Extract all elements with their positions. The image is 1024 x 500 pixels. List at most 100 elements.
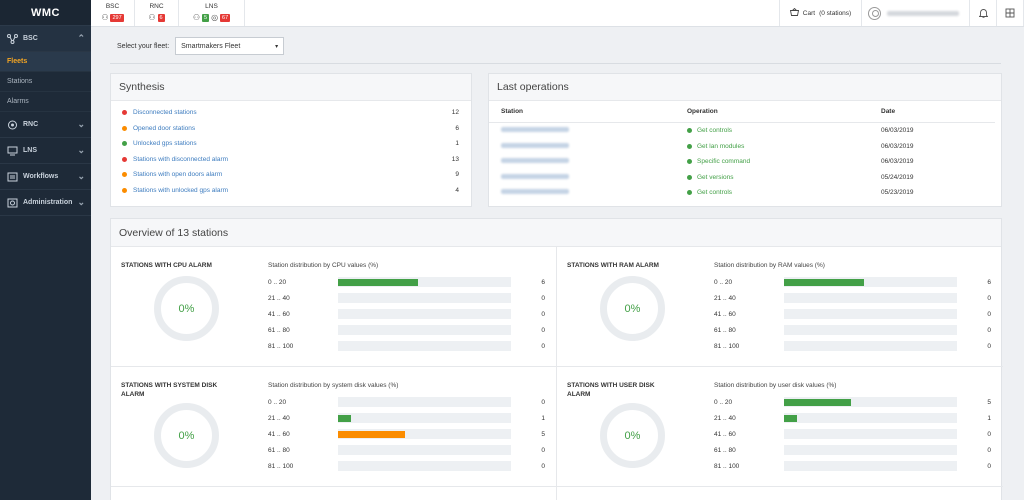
range-label: 21 .. 40 (714, 294, 736, 302)
synthesis-row[interactable]: Stations with disconnected alarm 13 (111, 152, 471, 168)
distribution-row: 21 .. 40 1 (714, 412, 991, 424)
station-cell-redacted[interactable] (501, 158, 687, 165)
operation-cell: Get controls (687, 189, 881, 196)
range-label: 21 .. 40 (268, 294, 290, 302)
cart-button[interactable]: Cart (0 stations) (779, 0, 862, 26)
status-dot (687, 190, 692, 196)
range-count: 0 (541, 446, 545, 454)
network-icon: ⚇ (192, 13, 200, 22)
network-icon: ⚇ (148, 13, 156, 22)
station-cell-redacted[interactable] (501, 127, 687, 134)
basket-icon (789, 7, 799, 18)
synthesis-count: 12 (451, 109, 459, 117)
overview-title: Overview of 13 stations (111, 219, 1001, 247)
range-count: 0 (987, 430, 991, 438)
bar-track (338, 277, 511, 287)
ok-count-badge: 5 (202, 13, 210, 22)
table-row[interactable]: Get lan modules 06/03/2019 (489, 139, 1001, 155)
chevron-down-icon: ⌄ (77, 145, 85, 155)
bell-icon[interactable] (970, 0, 997, 26)
user-menu[interactable] (862, 0, 970, 26)
operations-title: Last operations (489, 74, 1001, 101)
percent-value: 0% (178, 302, 195, 315)
range-count: 0 (987, 446, 991, 454)
range-count: 0 (987, 310, 991, 318)
range-count: 0 (541, 398, 545, 406)
range-label: 81 .. 100 (714, 342, 740, 350)
range-label: 0 .. 20 (714, 398, 733, 406)
network-status-bsc[interactable]: BSC ⚇ 297 (91, 0, 135, 26)
operation-name: Get lan modules (697, 142, 745, 150)
sidebar-item-stations[interactable]: Stations (0, 72, 91, 92)
sidebar-group-workflows[interactable]: Workflows ⌄ (0, 164, 91, 190)
bar-track (784, 397, 957, 407)
sidebar-group-lns[interactable]: LNS ⌄ (0, 138, 91, 164)
status-dot (122, 172, 127, 178)
overview-panel: STATIONS WITH USER DISK ALARM 0% Station… (557, 367, 1003, 487)
distribution-row: 81 .. 100 0 (268, 340, 545, 352)
synthesis-link[interactable]: Stations with open doors alarm (133, 171, 223, 179)
network-status-lns[interactable]: LNS ⚇ 5 ◎ 67 (179, 0, 245, 26)
sidebar-item-alarms[interactable]: Alarms (0, 92, 91, 112)
synthesis-row[interactable]: Stations with open doors alarm 9 (111, 167, 471, 183)
sidebar-group-rnc[interactable]: RNC ⌄ (0, 112, 91, 138)
percent-ring: 0% (154, 276, 219, 341)
sidebar-item-fleets[interactable]: Fleets (0, 52, 91, 72)
bar-fill (784, 399, 851, 406)
last-operations-card: Last operations Station Operation Date G… (488, 73, 1002, 207)
distribution-title: Station distribution by user disk values… (714, 382, 837, 389)
bar-track (784, 461, 957, 471)
synthesis-count: 1 (455, 140, 459, 148)
table-row[interactable]: Specific command 06/03/2019 (489, 154, 1001, 170)
table-row[interactable]: Get controls 06/03/2019 (489, 123, 1001, 139)
network-status-rnc[interactable]: RNC ⚇ 6 (135, 0, 179, 26)
column-header-operation: Operation (687, 108, 718, 115)
distribution-row: 61 .. 80 0 (714, 444, 991, 456)
synthesis-row[interactable]: Opened door stations 6 (111, 121, 471, 137)
overview-panel: STATIONS WITH CPU ALARM 0% Station distr… (111, 247, 557, 367)
range-label: 61 .. 80 (714, 326, 736, 334)
table-row[interactable]: Get controls 05/23/2019 (489, 185, 1001, 201)
range-label: 21 .. 40 (714, 414, 736, 422)
distribution-row: 41 .. 60 5 (268, 428, 545, 440)
station-cell-redacted[interactable] (501, 189, 687, 196)
operations-table-header: Station Operation Date (489, 101, 995, 123)
sidebar-group-bsc[interactable]: BSC ⌃ (0, 26, 91, 52)
app-grid-icon[interactable] (997, 0, 1024, 26)
synthesis-link[interactable]: Stations with unlocked gps alarm (133, 186, 229, 194)
alarm-count-badge: 67 (220, 13, 231, 22)
distribution-row: 61 .. 80 0 (268, 444, 545, 456)
status-dot (122, 141, 127, 147)
app-logo[interactable]: WMC (0, 0, 91, 26)
status-dot (687, 143, 692, 149)
distribution-row: 81 .. 100 0 (714, 460, 991, 472)
synthesis-row[interactable]: Stations with unlocked gps alarm 4 (111, 183, 471, 199)
divider (111, 486, 1003, 487)
synthesis-link[interactable]: Unlocked gps stations (133, 140, 197, 148)
range-count: 0 (541, 342, 545, 350)
range-count: 0 (541, 462, 545, 470)
synthesis-link[interactable]: Stations with disconnected alarm (133, 155, 229, 163)
range-count: 0 (987, 294, 991, 302)
range-label: 21 .. 40 (268, 414, 290, 422)
operation-name: Get controls (697, 189, 733, 197)
synthesis-link[interactable]: Disconnected stations (133, 109, 197, 117)
workflow-icon (7, 172, 18, 182)
fleet-select[interactable]: Smartmakers Fleet ▾ (175, 37, 285, 55)
distribution-row: 0 .. 20 6 (714, 276, 991, 288)
bar-track (784, 413, 957, 423)
station-cell-redacted[interactable] (501, 142, 687, 150)
bar-track (784, 445, 957, 455)
overview-panel: STATIONS WITH RAM ALARM 0% Station distr… (557, 247, 1003, 367)
synthesis-link[interactable]: Opened door stations (133, 124, 196, 132)
sidebar-group-administration[interactable]: Administration ⌄ (0, 190, 91, 216)
synthesis-row[interactable]: Unlocked gps stations 1 (111, 136, 471, 152)
range-count: 6 (541, 278, 545, 286)
overview-panel: STATIONS WITH SYSTEM DISK ALARM 0% Stati… (111, 367, 557, 487)
range-label: 81 .. 100 (268, 342, 294, 350)
table-row[interactable]: Get versions 05/24/2019 (489, 170, 1001, 186)
operation-name: Specific command (697, 158, 751, 166)
synthesis-row[interactable]: Disconnected stations 12 (111, 105, 471, 121)
bar-track (784, 341, 957, 351)
station-cell-redacted[interactable] (501, 173, 687, 181)
